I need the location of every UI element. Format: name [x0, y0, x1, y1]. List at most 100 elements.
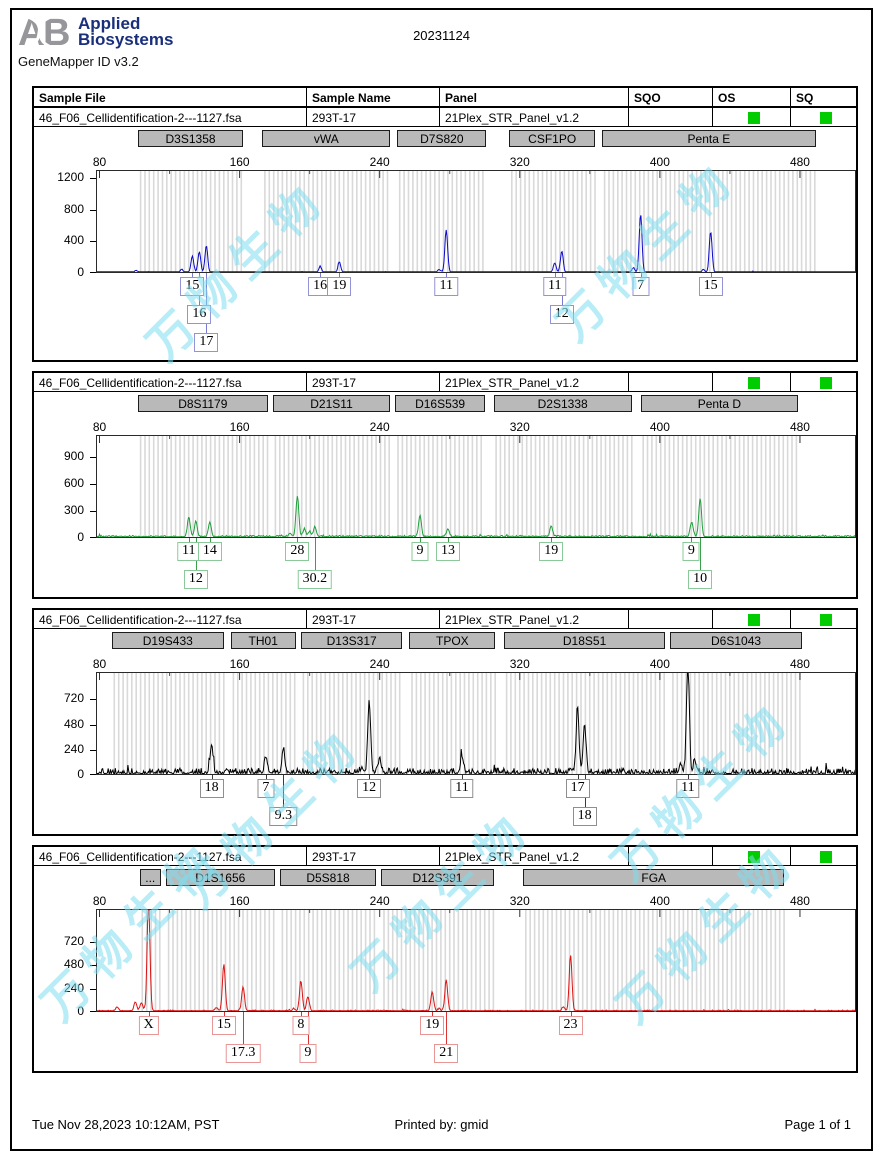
allele-connector [446, 1012, 448, 1046]
brand-line2: Biosystems [78, 30, 174, 49]
y-axis-tick-label: 0 [77, 530, 84, 544]
os-cell [713, 373, 791, 391]
sqo-cell [629, 847, 713, 865]
x-axis-tick-label: 320 [509, 657, 530, 671]
x-axis-tick-label: 320 [509, 155, 530, 169]
marker-box-d3s1358: D3S1358 [138, 130, 244, 147]
allele-connector [432, 1012, 434, 1018]
allele-label-d8s1179-14: 14 [197, 542, 222, 561]
allele-label-d3s1358-15: 15 [180, 277, 205, 296]
marker-row: D3S1358 vWA D7S820 CSF1PO Penta E [34, 127, 856, 151]
sq-status-indicator [820, 850, 832, 863]
allele-label-tpox-11: 11 [450, 779, 474, 798]
y-axis-tick [90, 272, 96, 273]
y-axis-tick-label: 800 [63, 201, 84, 216]
marker-box-d21s11: D21S11 [272, 395, 391, 412]
x-axis-tick-label: 400 [649, 420, 670, 434]
y-axis-tick-label: 0 [77, 767, 84, 781]
allele-label-d7s820-11: 11 [434, 277, 458, 296]
allele-connector [369, 775, 371, 781]
allele-connector [320, 273, 322, 279]
marker-box-: ... [139, 869, 161, 886]
electropherogram-plot-blue [96, 170, 856, 273]
allele-label-penta d-9: 9 [682, 542, 700, 561]
sample-file-cell: 46_F06_Cellidentification-2---1127.fsa [34, 847, 307, 865]
x-axis-labels: 80 160 240 320 400 480 [34, 653, 856, 672]
footer-datetime: Tue Nov 28,2023 10:12AM, PST [32, 1117, 220, 1132]
ab-logo-mark: A B [18, 14, 70, 52]
sample-row: 46_F06_Cellidentification-2---1127.fsa 29… [34, 108, 856, 127]
panel-cell: 21Plex_STR_Panel_v1.2 [440, 610, 629, 628]
electropherogram-panels: Sample File Sample Name Panel SQO OS SQ 46_F06… [32, 86, 858, 1082]
allele-label-th01-7: 7 [257, 779, 275, 798]
allele-label-penta e-15: 15 [698, 277, 723, 296]
allele-connector [223, 1012, 225, 1018]
allele-label-d21s11-30.2: 30.2 [297, 570, 333, 589]
x-axis-tick-label: 240 [369, 420, 390, 434]
column-header-panel: Panel [440, 88, 629, 106]
allele-label-d8s1179-11: 11 [177, 542, 201, 561]
panel-cell: 21Plex_STR_Panel_v1.2 [440, 847, 629, 865]
sqo-cell [629, 610, 713, 628]
y-axis-tick [90, 241, 96, 243]
electropherogram-plot-black [96, 672, 856, 775]
allele-label-d18s51-18: 18 [572, 807, 597, 826]
allele-connector [192, 273, 194, 279]
x-axis-tick-label: 80 [92, 657, 107, 671]
y-axis-tick [90, 749, 96, 751]
allele-connector [554, 273, 556, 279]
column-header-sqo: SQO [629, 88, 713, 106]
marker-row: D8S1179 D21S11 D16S539 D2S1338 Penta D [34, 392, 856, 416]
allele-connector [148, 1012, 150, 1018]
marker-box-d18s51: D18S51 [504, 632, 666, 649]
allele-label-d8s1179-12: 12 [183, 570, 208, 589]
allele-connector [577, 775, 579, 781]
allele-connector [209, 538, 211, 544]
report-header: A B Applied Biosystems GeneMapper ID v3.… [12, 10, 871, 78]
allele-label-d13s317-12: 12 [357, 779, 382, 798]
doc-number: 20231124 [413, 28, 470, 43]
allele-label-csf1po-11: 11 [543, 277, 567, 296]
x-axis-tick-label: 160 [229, 420, 250, 434]
os-cell [713, 847, 791, 865]
x-axis-tick-label: 480 [789, 894, 810, 908]
app-version: GeneMapper ID v3.2 [18, 54, 139, 69]
marker-row: D19S433 TH01 D13S317 TPOX D18S51 D6S1043 [34, 629, 856, 653]
allele-label-d21s11-28: 28 [285, 542, 310, 561]
x-axis-tick-label: 160 [229, 657, 250, 671]
y-axis-tick-label: 720 [63, 934, 84, 949]
allele-label-d1s1656-17.3: 17.3 [225, 1044, 261, 1063]
marker-box-tpox: TPOX [409, 632, 496, 649]
plot-area: 0 240 480 720 [34, 672, 856, 781]
sqo-cell [629, 108, 713, 126]
y-axis-tick [90, 177, 96, 179]
allele-label-penta e-7: 7 [632, 277, 650, 296]
x-axis-labels: 80 160 240 320 400 480 [34, 890, 856, 909]
sample-name-cell: 293T-17 [307, 373, 440, 391]
marker-box-d1s1656: D1S1656 [166, 869, 275, 886]
allele-connector [243, 1012, 245, 1046]
allele-label-d3s1358-17: 17 [194, 333, 219, 352]
y-axis-tick [90, 942, 96, 944]
dye-panel-black: 46_F06_Cellidentification-2---1127.fsa 29… [32, 608, 858, 836]
allele-label-d5s818-8: 8 [292, 1016, 310, 1035]
x-axis-tick-label: 480 [789, 155, 810, 169]
marker-box-d16s539: D16S539 [395, 395, 485, 412]
marker-box-d2s1338: D2S1338 [493, 395, 632, 412]
y-axis-tick-label: 480 [63, 957, 84, 972]
allele-labels-strip: 18 7 9.3 12 11 17 18 11 [34, 775, 856, 834]
y-axis-tick-label: 480 [63, 716, 84, 731]
y-axis-tick [90, 1011, 96, 1012]
sq-status-indicator [820, 613, 832, 626]
y-axis-tick-label: 400 [63, 233, 84, 248]
allele-connector [447, 538, 449, 544]
column-header-sample-file: Sample File [34, 88, 307, 106]
os-cell [713, 610, 791, 628]
panel-cell: 21Plex_STR_Panel_v1.2 [440, 108, 629, 126]
sq-cell [791, 373, 856, 391]
applied-biosystems-logo: A B Applied Biosystems [18, 14, 173, 52]
plot-area: 0 240 480 720 [34, 909, 856, 1018]
x-axis-tick-label: 240 [369, 657, 390, 671]
x-axis-tick-label: 400 [649, 894, 670, 908]
